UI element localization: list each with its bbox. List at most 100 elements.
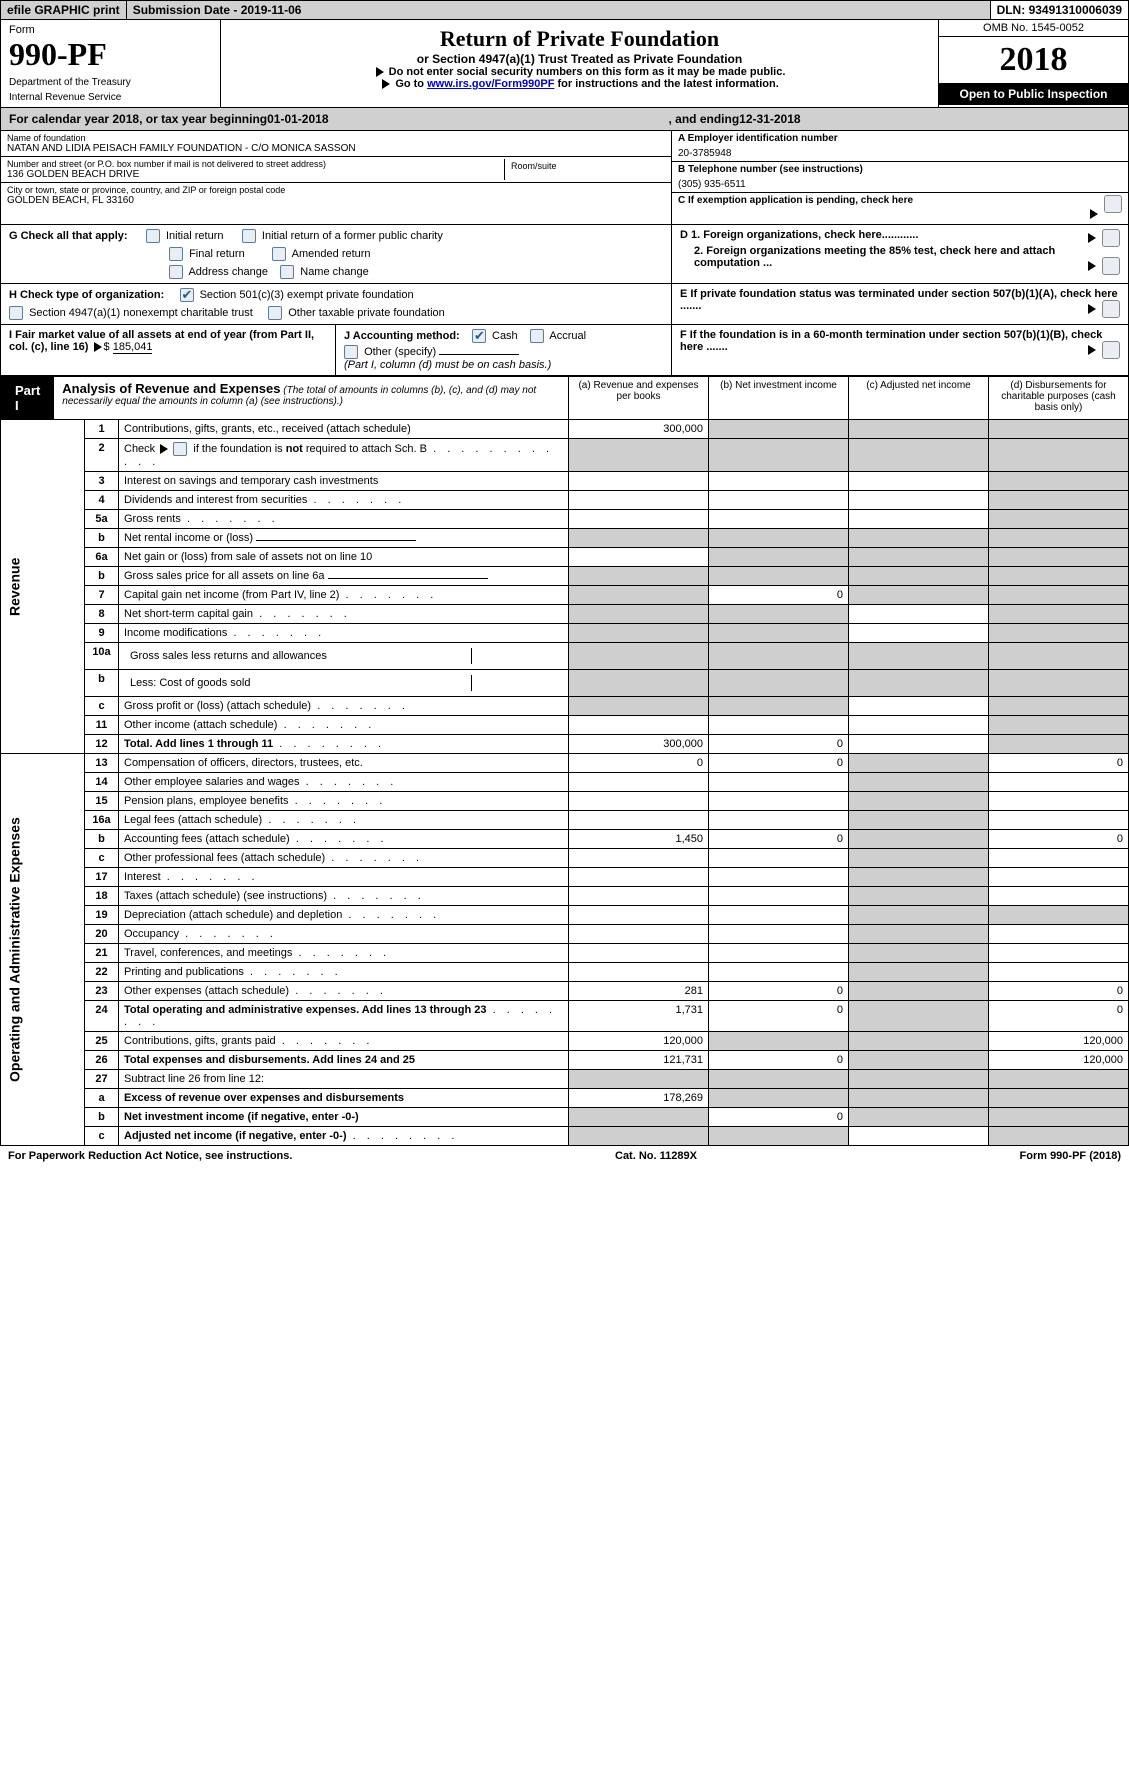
h-other-checkbox[interactable] xyxy=(268,306,282,320)
table-cell xyxy=(989,420,1129,439)
table-cell xyxy=(849,849,989,868)
table-cell xyxy=(569,1108,709,1127)
form-label: Form xyxy=(9,24,212,36)
col-a-hdr: (a) Revenue and expenses per books xyxy=(569,377,709,420)
g-final-checkbox[interactable] xyxy=(169,247,183,261)
row-number: 22 xyxy=(85,963,119,982)
g-amended-checkbox[interactable] xyxy=(272,247,286,261)
row-desc: Dividends and interest from securities .… xyxy=(119,491,569,510)
table-cell xyxy=(989,735,1129,754)
table-cell: 0 xyxy=(709,1051,849,1070)
g-name-checkbox[interactable] xyxy=(280,265,294,279)
row-desc: Taxes (attach schedule) (see instruction… xyxy=(119,887,569,906)
table-row: 14Other employee salaries and wages . . … xyxy=(1,773,1129,792)
table-cell xyxy=(849,605,989,624)
table-cell xyxy=(709,420,849,439)
j-accrual-checkbox[interactable] xyxy=(530,329,544,343)
g-h-row: G Check all that apply: Initial return I… xyxy=(0,225,1129,284)
table-cell xyxy=(569,510,709,529)
g-opt-4: Address change xyxy=(188,266,268,278)
table-cell xyxy=(569,624,709,643)
row-number: 20 xyxy=(85,925,119,944)
row-number: 21 xyxy=(85,944,119,963)
table-cell xyxy=(709,697,849,716)
table-cell xyxy=(849,811,989,830)
ein-cell: A Employer identification number 20-3785… xyxy=(672,131,1128,162)
table-row: 2Check if the foundation is not required… xyxy=(1,439,1129,472)
g-opt-5: Name change xyxy=(300,266,369,278)
g-address-checkbox[interactable] xyxy=(169,265,183,279)
table-row: 21Travel, conferences, and meetings . . … xyxy=(1,944,1129,963)
table-cell xyxy=(849,548,989,567)
f-checkbox[interactable] xyxy=(1102,341,1120,359)
table-row: Revenue1Contributions, gifts, grants, et… xyxy=(1,420,1129,439)
table-cell xyxy=(989,472,1129,491)
table-row: 9Income modifications . . . . . . . xyxy=(1,624,1129,643)
table-cell: 121,731 xyxy=(569,1051,709,1070)
g-initial-checkbox[interactable] xyxy=(146,229,160,243)
header-left: Form 990-PF Department of the Treasury I… xyxy=(1,20,221,107)
footer: For Paperwork Reduction Act Notice, see … xyxy=(0,1146,1129,1166)
table-cell xyxy=(569,773,709,792)
h-501c3-checkbox[interactable] xyxy=(180,288,194,302)
col-d-hdr: (d) Disbursements for charitable purpose… xyxy=(989,377,1129,420)
name-cell: Name of foundation NATAN AND LIDIA PEISA… xyxy=(1,131,671,157)
arrow-icon xyxy=(1088,233,1096,243)
c-cell: C If exemption application is pending, c… xyxy=(672,193,1128,224)
header-mid: Return of Private Foundation or Section … xyxy=(221,20,938,107)
table-cell xyxy=(709,472,849,491)
c-checkbox[interactable] xyxy=(1104,195,1122,213)
table-cell xyxy=(849,735,989,754)
row-number: c xyxy=(85,1127,119,1146)
table-row: 22Printing and publications . . . . . . … xyxy=(1,963,1129,982)
row-desc: Legal fees (attach schedule) . . . . . .… xyxy=(119,811,569,830)
info-right: A Employer identification number 20-3785… xyxy=(671,131,1128,224)
table-cell xyxy=(849,1070,989,1089)
row-number: 26 xyxy=(85,1051,119,1070)
row-desc: Depreciation (attach schedule) and deple… xyxy=(119,906,569,925)
h-section: H Check type of organization: Section 50… xyxy=(1,284,671,324)
ein-value: 20-3785948 xyxy=(678,144,1122,159)
tel-value: (305) 935-6511 xyxy=(678,175,1122,190)
table-cell xyxy=(849,643,989,670)
irs-link[interactable]: www.irs.gov/Form990PF xyxy=(427,78,554,90)
table-cell: 120,000 xyxy=(989,1032,1129,1051)
header-right: OMB No. 1545-0052 2018 Open to Public In… xyxy=(938,20,1128,107)
table-cell xyxy=(849,792,989,811)
table-cell xyxy=(849,510,989,529)
g-opt-0: Initial return xyxy=(166,230,223,242)
d2-checkbox[interactable] xyxy=(1102,257,1120,275)
arrow-icon xyxy=(376,67,384,77)
table-cell: 0 xyxy=(989,830,1129,849)
submission-label: Submission Date - xyxy=(133,3,241,17)
table-cell xyxy=(709,1127,849,1146)
j-cash-checkbox[interactable] xyxy=(472,329,486,343)
omb-number: OMB No. 1545-0052 xyxy=(939,20,1128,37)
row-number: 9 xyxy=(85,624,119,643)
table-row: 18Taxes (attach schedule) (see instructi… xyxy=(1,887,1129,906)
form-subtitle: or Section 4947(a)(1) Trust Treated as P… xyxy=(231,52,928,66)
j-label: J Accounting method: xyxy=(344,330,460,342)
tax-year: 2018 xyxy=(939,37,1128,83)
d1-checkbox[interactable] xyxy=(1102,229,1120,247)
row-desc: Capital gain net income (from Part IV, l… xyxy=(119,586,569,605)
row-desc: Adjusted net income (if negative, enter … xyxy=(119,1127,569,1146)
table-cell xyxy=(849,439,989,472)
j-other-checkbox[interactable] xyxy=(344,345,358,359)
table-cell xyxy=(849,773,989,792)
table-cell xyxy=(569,716,709,735)
table-cell: 1,731 xyxy=(569,1001,709,1032)
row-desc: Net gain or (loss) from sale of assets n… xyxy=(119,548,569,567)
g-initial-former-checkbox[interactable] xyxy=(242,229,256,243)
table-row: bLess: Cost of goods sold xyxy=(1,670,1129,697)
table-row: 20Occupancy . . . . . . . xyxy=(1,925,1129,944)
e-label: E If private foundation status was termi… xyxy=(680,288,1118,312)
table-row: 25Contributions, gifts, grants paid . . … xyxy=(1,1032,1129,1051)
addr-value: 136 GOLDEN BEACH DRIVE xyxy=(7,169,504,180)
row-desc: Gross sales less returns and allowances xyxy=(119,643,569,670)
table-row: 10aGross sales less returns and allowanc… xyxy=(1,643,1129,670)
table-cell xyxy=(709,716,849,735)
h-4947-checkbox[interactable] xyxy=(9,306,23,320)
table-cell xyxy=(569,792,709,811)
e-checkbox[interactable] xyxy=(1102,300,1120,318)
